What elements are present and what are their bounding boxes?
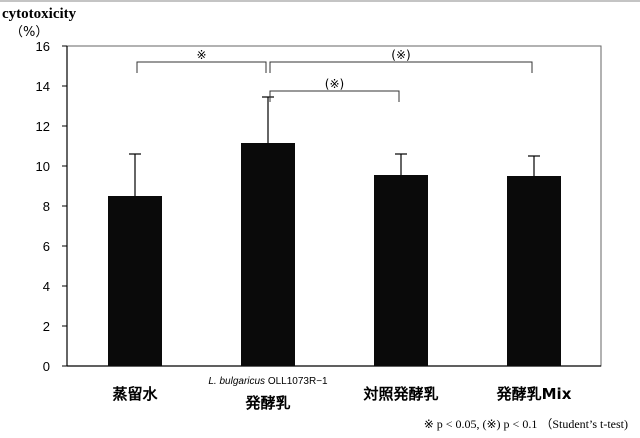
y-axis-unit: （%） xyxy=(10,25,48,40)
significance-bracket xyxy=(137,62,266,73)
y-tick-label: 2 xyxy=(43,319,50,334)
y-tick-label: 0 xyxy=(43,359,50,374)
category-sublabel: L. bulgaricus OLL1073R−1 xyxy=(208,376,328,387)
category-label: 蒸留水 xyxy=(112,385,158,403)
y-tick-label: 14 xyxy=(36,79,50,94)
significance-label: ※ xyxy=(196,48,206,62)
y-tick-label: 6 xyxy=(43,239,50,254)
significance-bracket xyxy=(270,62,532,73)
y-tick-label: 8 xyxy=(43,199,50,214)
category-sublabel-text: OLL1073R−1 xyxy=(268,376,328,387)
bar xyxy=(507,176,561,366)
significance-label: (※) xyxy=(391,48,410,62)
category-sublabel-italic: L. bulgaricus xyxy=(208,376,265,387)
y-tick-label: 16 xyxy=(36,39,50,54)
category-label: 対照発酵乳 xyxy=(362,385,438,403)
category-label: 発酵乳 xyxy=(244,394,290,412)
category-label: 発酵乳Mix xyxy=(496,385,572,403)
y-tick-label: 4 xyxy=(43,279,50,294)
bar xyxy=(241,143,295,366)
y-tick-label: 10 xyxy=(36,159,50,174)
y-axis-label: cytotoxicity xyxy=(2,6,77,22)
bar xyxy=(374,175,428,366)
footnote: ※ p < 0.05, (※) p < 0.1 （Student’s t-tes… xyxy=(424,417,628,431)
bar xyxy=(108,196,162,366)
significance-bracket xyxy=(270,91,399,102)
significance-label: (※) xyxy=(325,77,344,91)
y-tick-label: 12 xyxy=(36,119,50,134)
